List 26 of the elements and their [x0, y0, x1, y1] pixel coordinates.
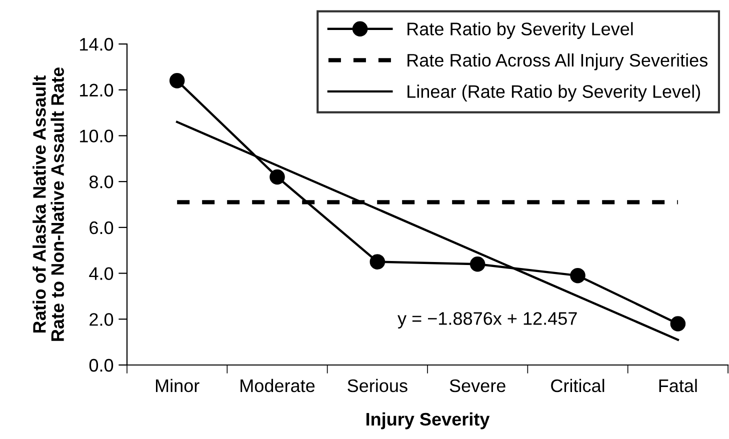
y-tick-label: 8.0: [89, 176, 114, 188]
y-tick-label: 2.0: [90, 313, 114, 326]
y-axis-title: Ratio of Alaska Native Assault Rate to Non-Native Assault Rate: [32, 67, 64, 341]
y-tick-label: 14.0: [80, 38, 114, 51]
x-tick-label: Serious: [348, 378, 408, 392]
x-tick-label: Moderate: [240, 378, 315, 392]
legend-label: Rate Ratio Across All Injury Severities: [408, 53, 708, 70]
point: [570, 268, 586, 284]
annotation: y = −1.8876x + 12.457: [398, 312, 577, 328]
x-tick-label: Critical: [551, 378, 604, 392]
legend-label: Rate Ratio by Severity Level: [408, 22, 633, 39]
y-tick-label: 4.0: [89, 267, 114, 280]
point: [670, 316, 686, 332]
legend-label: Linear (Rate Ratio by Severity Level): [408, 84, 700, 102]
y-tick-label: 6.0: [90, 221, 114, 234]
x-axis-title: Injury Severity: [366, 412, 490, 430]
x-tick-label: Severe: [450, 379, 506, 392]
y-tick-label: 10.0: [80, 130, 114, 142]
point: [270, 169, 285, 185]
y-tick-label: 12.0: [80, 84, 114, 97]
x-tick-label: Minor: [156, 378, 200, 392]
point: [370, 254, 386, 270]
x-tick-label: Fatal: [659, 378, 697, 392]
point: [470, 256, 486, 272]
y-tick-label: 0.0: [89, 358, 114, 372]
point: [169, 73, 185, 88]
